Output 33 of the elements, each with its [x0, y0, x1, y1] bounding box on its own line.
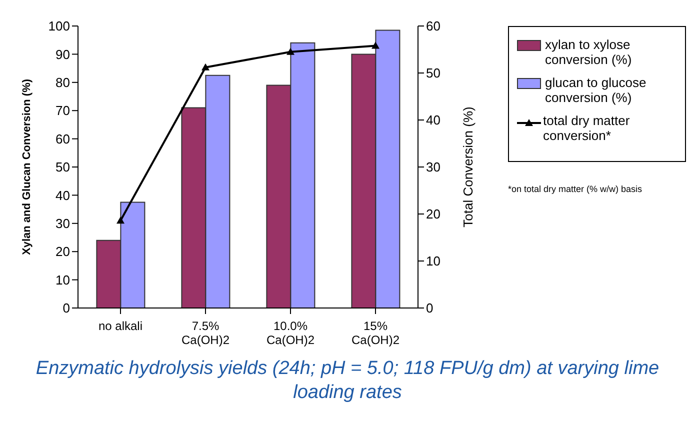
legend-label: total dry matter conversion*	[543, 113, 631, 143]
x-tick-label: 10.0% Ca(OH)2	[266, 319, 315, 347]
legend-label: xylan to xylose conversion (%)	[545, 37, 633, 67]
point	[372, 42, 380, 49]
y2-axis-title: Total Conversion (%)	[460, 106, 476, 228]
y-tick-label: 50	[56, 160, 70, 175]
point	[286, 48, 294, 55]
y2-tick-label: 50	[426, 66, 440, 81]
y-axis-title: Xylan and Glucan Conversion (%)	[20, 78, 33, 256]
y2-tick-label: 10	[426, 254, 440, 269]
y-tick-label: 80	[56, 75, 70, 90]
point	[116, 216, 124, 224]
y-tick-label: 10	[56, 272, 70, 288]
point	[202, 63, 210, 70]
y-tick-label: 70	[56, 103, 70, 118]
y-tick-label: 30	[56, 216, 70, 232]
y-tick-label: 60	[56, 131, 70, 146]
y2-tick-label: 0	[426, 300, 434, 316]
text: Enzymatic hydrolysis yields (24h; pH = 5.0; 118 FPU/g dm) at varying lime loading rates	[34, 357, 660, 405]
y2-tick-label: 40	[426, 112, 440, 128]
y2-tick-label: 60	[426, 18, 440, 34]
x-tick-label: no alkali	[98, 319, 143, 333]
y-tick-label: 100	[48, 18, 70, 34]
y2-tick-label: 30	[426, 160, 440, 175]
y-tick-label: 20	[56, 244, 70, 260]
x-tick-label: 7.5% Ca(OH)2	[181, 319, 230, 347]
legend-label: glucan to glucose conversion (%)	[545, 75, 648, 105]
y-tick-label: 0	[62, 300, 70, 316]
y-tick-label: 90	[56, 46, 70, 62]
x-tick-label: 15% Ca(OH)2	[351, 319, 400, 347]
y2-tick-label: 20	[426, 206, 440, 222]
text: *on total dry matter (% w/w) basis	[508, 184, 644, 194]
y-tick-label: 40	[56, 188, 70, 203]
